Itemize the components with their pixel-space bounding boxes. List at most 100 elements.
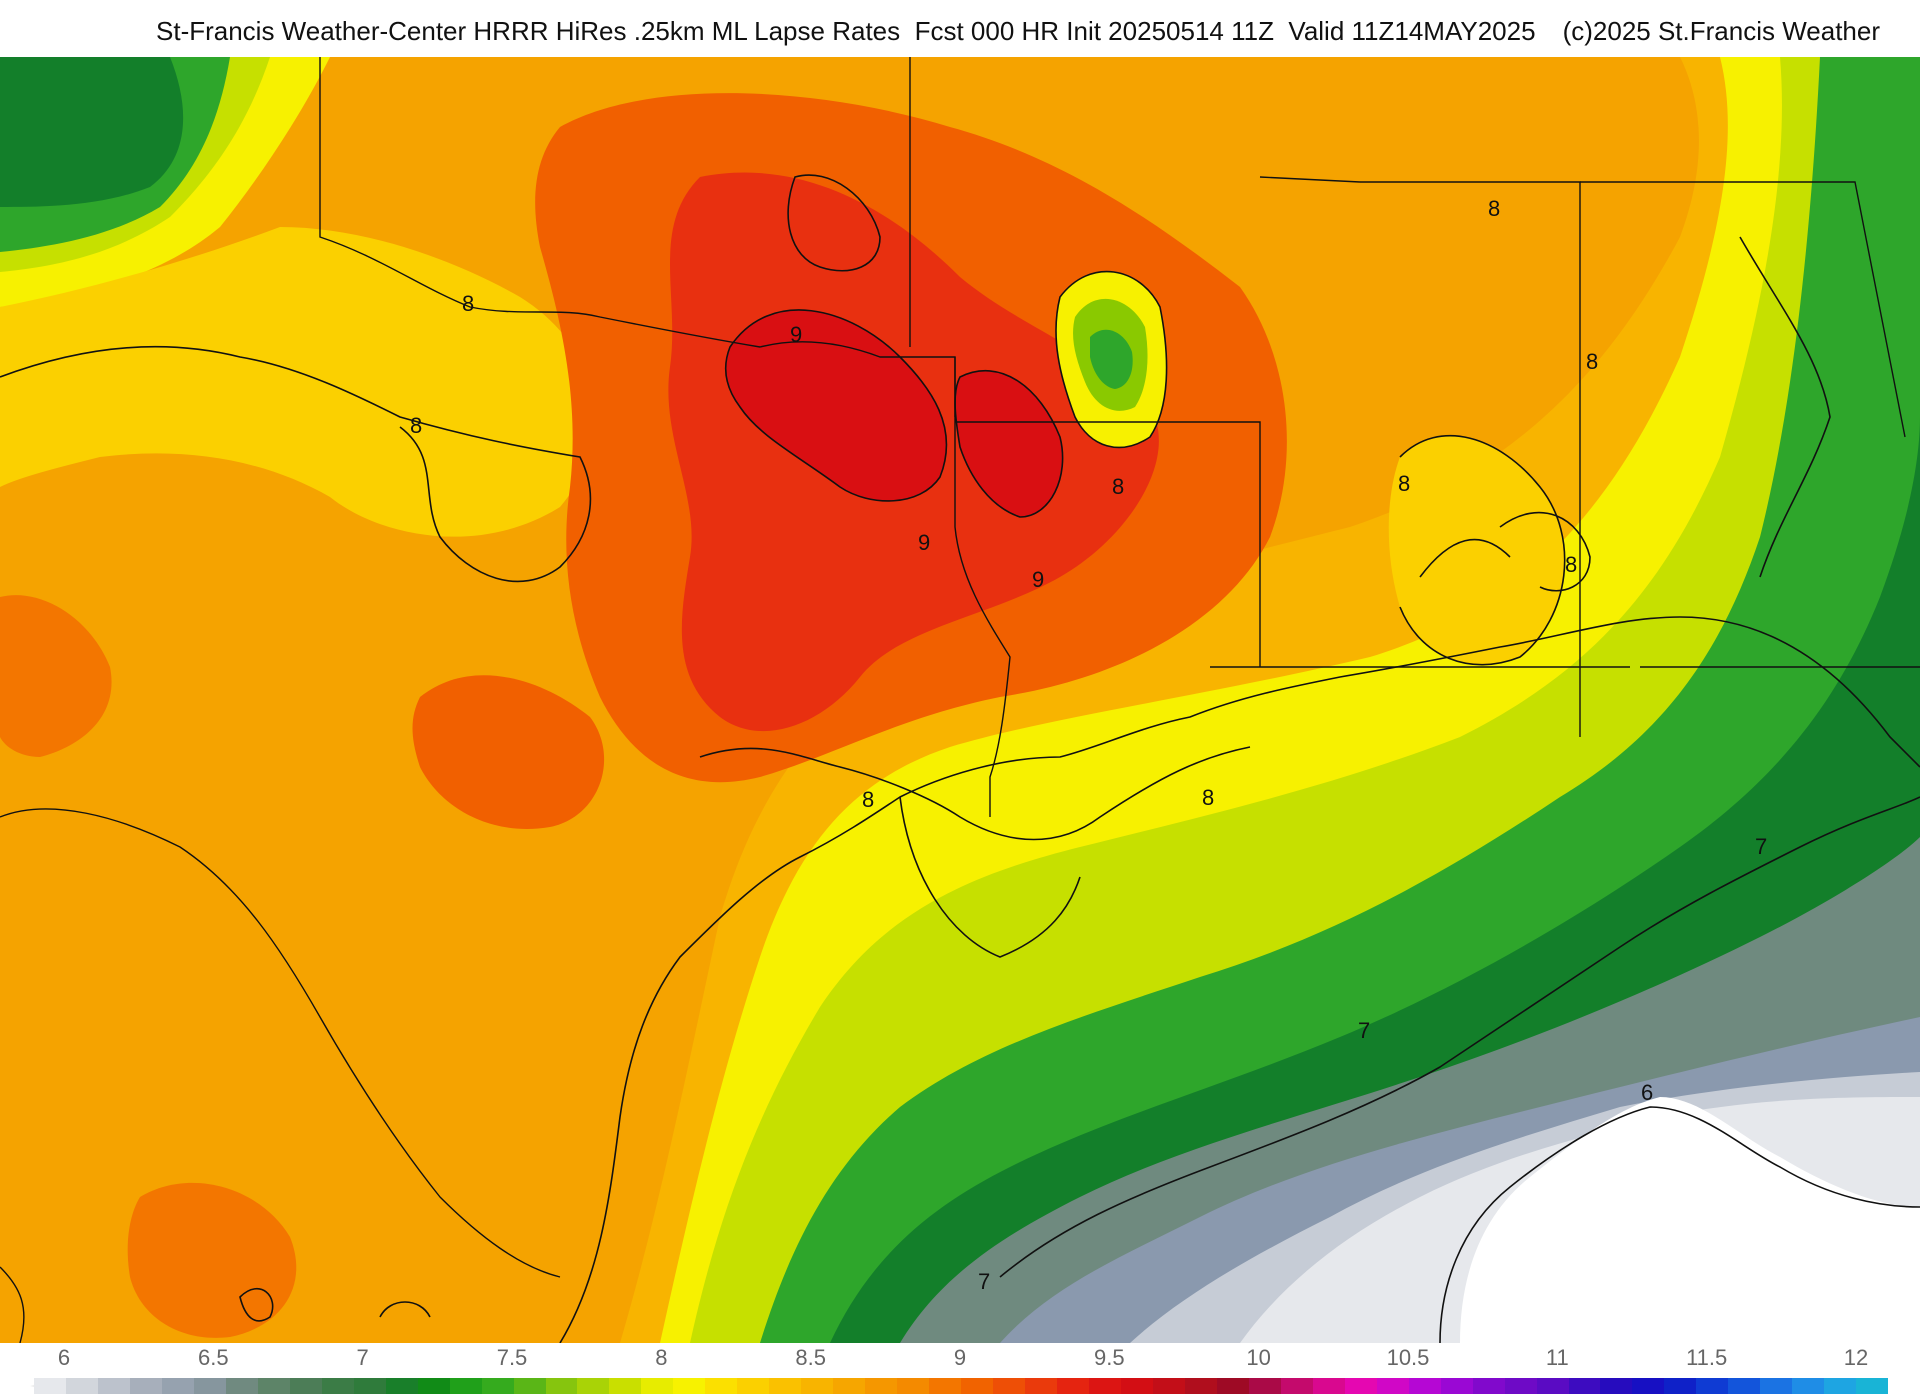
state-boundaries [0, 57, 1920, 1343]
colorbar-segment [1312, 1378, 1345, 1394]
colorbar-segment [1057, 1378, 1089, 1394]
colorbar-segment [1568, 1378, 1601, 1394]
legend-tick-label: 11.5 [1686, 1345, 1728, 1370]
legend-tick-label: 10.5 [1386, 1345, 1430, 1370]
colorbar-segment [129, 1378, 162, 1394]
colorbar-segment [65, 1378, 98, 1394]
colorbar-segment [481, 1378, 514, 1394]
colorbar [34, 1378, 1889, 1394]
colorbar-segment [1824, 1378, 1857, 1394]
legend-tick-label: 9.5 [1094, 1345, 1125, 1370]
legend-tick-label: 6.5 [198, 1345, 229, 1370]
copyright-notice: (c)2025 St.Francis Weather [1562, 16, 1880, 46]
colorbar-segment [641, 1378, 674, 1394]
colorbar-segment [34, 1378, 66, 1394]
colorbar-segment [225, 1378, 258, 1394]
contour-label: 6 [1641, 1080, 1653, 1105]
colorbar-segment [673, 1378, 706, 1394]
colorbar-segment [865, 1378, 898, 1394]
contour-label: 7 [978, 1269, 990, 1294]
colorbar-segment [545, 1378, 578, 1394]
colorbar-segment [97, 1378, 130, 1394]
contour-label: 8 [1488, 196, 1500, 221]
colorbar-segment [577, 1378, 610, 1394]
contour-label: 8 [1398, 471, 1410, 496]
color-legend: 6 6.5 7 7.5 8 8.5 9 9.5 10 10.5 11 11.5 12 [0, 1343, 1920, 1400]
colorbar-segment [257, 1378, 290, 1394]
colorbar-segment [1280, 1378, 1313, 1394]
fill-white [1460, 1097, 1920, 1343]
colorbar-segment [929, 1378, 962, 1394]
colorbar-segment [353, 1378, 386, 1394]
colorbar-segment [801, 1378, 834, 1394]
colorbar-segment [897, 1378, 930, 1394]
colorbar-right-arrow [1858, 1378, 1888, 1394]
colorbar-segment [833, 1378, 866, 1394]
colorbar-segment [609, 1378, 642, 1394]
contour-label: 8 [462, 291, 474, 316]
contour-label-group: 8 8 9 9 9 8 8 8 8 8 8 8 7 7 7 6 [410, 196, 1767, 1294]
contour-label: 8 [410, 413, 422, 438]
title-bar: St-Francis Weather-Center HRRR HiRes .25… [0, 0, 1920, 57]
fill-east-yellow [1388, 435, 1565, 665]
fill-center-green [1090, 329, 1133, 389]
colorbar-segment [737, 1378, 770, 1394]
colorbar-segment [1408, 1378, 1441, 1394]
contour-label: 8 [1586, 349, 1598, 374]
colorbar-segment [513, 1378, 546, 1394]
colorbar-segment [161, 1378, 194, 1394]
colorbar-segment [1184, 1378, 1217, 1394]
colorbar-segment [1632, 1378, 1665, 1394]
fill-west-red-orange [0, 595, 112, 757]
legend-tick-label: 10 [1246, 1345, 1271, 1370]
legend-tick-label: 7 [356, 1345, 369, 1370]
contour-lines [0, 174, 1920, 1343]
colorbar-segment [449, 1378, 482, 1394]
legend-tick-label: 11 [1545, 1345, 1569, 1370]
colorbar-segment [289, 1378, 322, 1394]
contour-label: 7 [1755, 834, 1767, 859]
contour-label: 9 [918, 530, 930, 555]
colorbar-segment [321, 1378, 354, 1394]
colorbar-segment [1216, 1378, 1249, 1394]
colorbar-segment [705, 1378, 738, 1394]
contour-label: 7 [1358, 1018, 1370, 1043]
contour-label: 8 [1565, 552, 1577, 577]
contour-label: 8 [1202, 785, 1214, 810]
coastline [559, 236, 1920, 1343]
colorbar-segment [1376, 1378, 1409, 1394]
colorbar-segment [417, 1378, 450, 1394]
legend-tick-label: 7.5 [496, 1345, 528, 1370]
colorbar-segment [1504, 1378, 1537, 1394]
colorbar-segment [1344, 1378, 1377, 1394]
colorbar-segment [1025, 1378, 1057, 1394]
colorbar-segment [1664, 1378, 1697, 1394]
legend-tick-label: 8.5 [795, 1345, 826, 1370]
colorbar-segment [1152, 1378, 1185, 1394]
legend-tick-label: 6 [57, 1345, 71, 1370]
colorbar-segment [1440, 1378, 1473, 1394]
colorbar-segment [1792, 1378, 1825, 1394]
colorbar-segment [385, 1378, 418, 1394]
colorbar-segment [1472, 1378, 1505, 1394]
colorbar-segment [961, 1378, 994, 1394]
colorbar-segment [1760, 1378, 1793, 1394]
legend-tick-label: 12 [1843, 1345, 1869, 1370]
colorbar-segment [1120, 1378, 1153, 1394]
legend-tick-label: 8 [655, 1345, 668, 1370]
colorbar-segment [993, 1378, 1026, 1394]
fill-texas-red-orange [412, 675, 605, 829]
colorbar-segment [1248, 1378, 1281, 1394]
colorbar-segment [769, 1378, 802, 1394]
fill-west-yellow [0, 227, 595, 537]
fill-deep-red [725, 309, 947, 501]
fill-sw-red-orange [127, 1182, 297, 1338]
colorbar-segment [1696, 1378, 1729, 1394]
colorbar-segment [1536, 1378, 1569, 1394]
map-title: St-Francis Weather-Center HRRR HiRes .25… [156, 16, 1536, 46]
map-canvas: 8 8 9 9 9 8 8 8 8 8 8 8 7 7 7 6 [0, 57, 1920, 1343]
contour-label: 8 [862, 787, 874, 812]
contour-label: 9 [790, 322, 802, 347]
fill-nw-dark-green [0, 57, 184, 207]
lapse-rate-map: 8 8 9 9 9 8 8 8 8 8 8 8 7 7 7 6 [0, 57, 1920, 1343]
